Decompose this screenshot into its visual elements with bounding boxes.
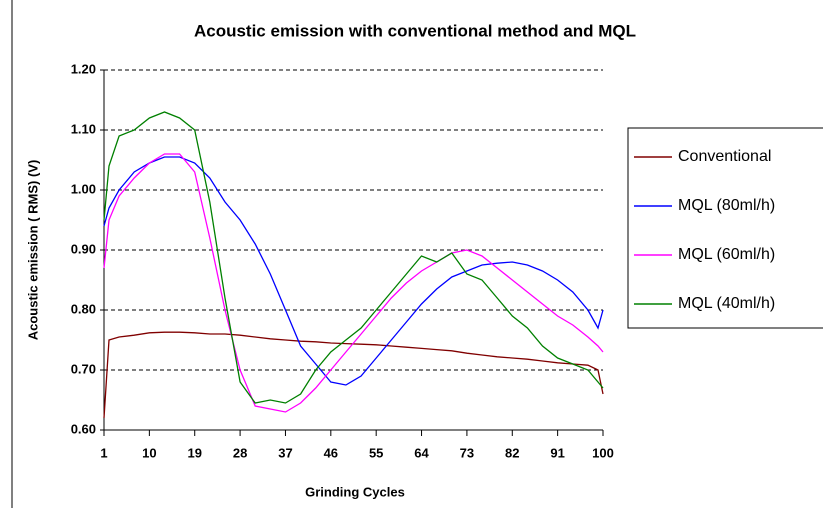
- x-tick-label: 10: [142, 445, 156, 460]
- series-line: [103, 153, 604, 413]
- y-tick-label: 0.60: [71, 421, 96, 436]
- series-line: [103, 156, 604, 386]
- chart-title: Acoustic emission with conventional meth…: [194, 21, 636, 40]
- x-tick-label: 73: [460, 445, 474, 460]
- y-tick-label: 0.90: [71, 241, 96, 256]
- y-tick-label: 1.10: [71, 121, 96, 136]
- x-tick-label: 100: [592, 445, 614, 460]
- x-tick-label: 91: [550, 445, 564, 460]
- legend-label: Conventional: [678, 148, 771, 165]
- x-tick-label: 1: [100, 445, 107, 460]
- y-tick-label: 1.20: [71, 61, 96, 76]
- series-line: [103, 111, 604, 404]
- y-axis-label: Acoustic emission ( RMS) (V): [25, 160, 40, 341]
- x-tick-label: 19: [187, 445, 201, 460]
- x-tick-label: 82: [505, 445, 519, 460]
- x-tick-label: 37: [278, 445, 292, 460]
- legend-box: [627, 127, 823, 329]
- legend-label: MQL (80ml/h): [678, 197, 775, 214]
- x-axis-label: Grinding Cycles: [305, 484, 405, 499]
- y-tick-label: 0.70: [71, 361, 96, 376]
- legend-label: MQL (40ml/h): [678, 295, 775, 312]
- legend-label: MQL (60ml/h): [678, 246, 775, 263]
- x-tick-label: 28: [233, 445, 247, 460]
- x-tick-label: 64: [414, 445, 429, 460]
- series-line: [103, 331, 604, 419]
- x-tick-label: 55: [369, 445, 383, 460]
- y-tick-label: 1.00: [71, 181, 96, 196]
- y-tick-label: 0.80: [71, 301, 96, 316]
- x-tick-label: 46: [324, 445, 338, 460]
